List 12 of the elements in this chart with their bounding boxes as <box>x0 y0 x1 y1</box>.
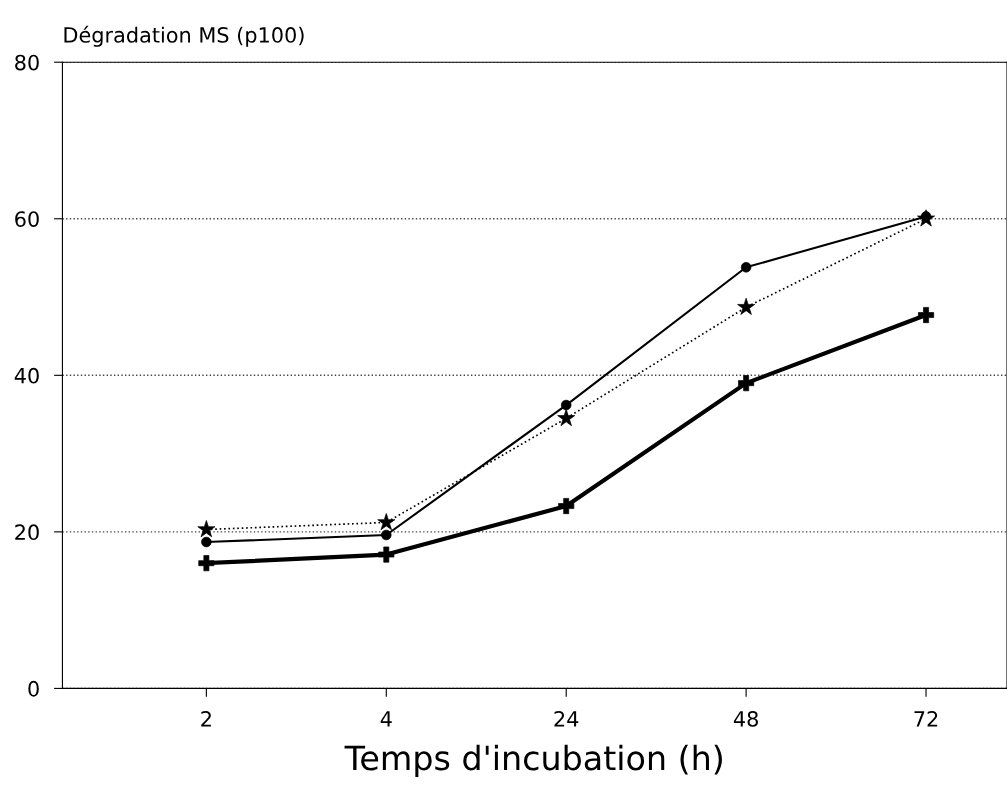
x-tick-label: 4 <box>380 711 392 727</box>
y-tick-label: 0 <box>28 680 39 697</box>
y-tick-label: 60 <box>15 211 39 227</box>
x-tick-label: 72 <box>914 711 938 727</box>
y-tick-label: 20 <box>15 524 39 541</box>
x-tick-label: 24 <box>554 711 579 727</box>
x-axis-title: Temps d'incubation (h) <box>344 744 722 777</box>
y-tick-label: 40 <box>14 367 39 384</box>
x-tick-label: 2 <box>201 711 211 727</box>
x-tick-label: 48 <box>733 711 758 727</box>
y-axis-title: Dégradation MS (p100) <box>64 25 304 47</box>
y-tick-label: 80 <box>15 54 39 71</box>
